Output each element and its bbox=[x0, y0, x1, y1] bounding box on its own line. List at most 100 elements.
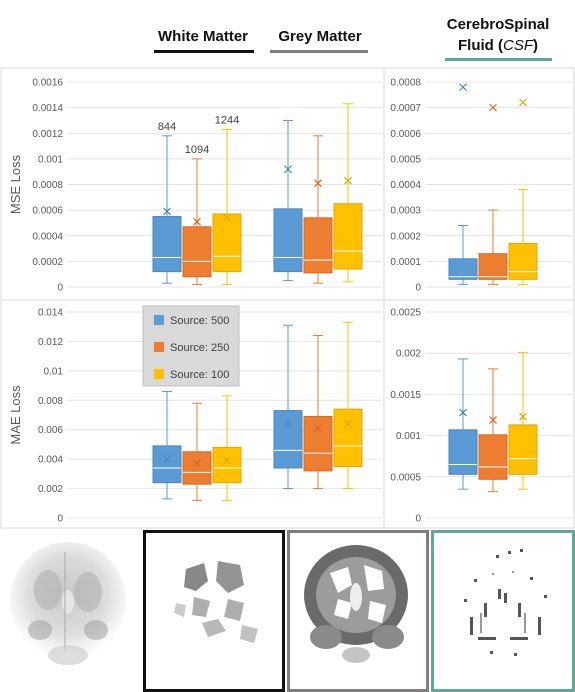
mean-marker bbox=[489, 103, 497, 112]
data-label: 1244 bbox=[215, 114, 239, 126]
y-tick-label: 0 bbox=[57, 514, 63, 525]
mean-marker bbox=[489, 416, 497, 424]
y-tick-label: 0 bbox=[415, 283, 421, 294]
mean-marker bbox=[344, 419, 352, 428]
header-csf-line2: Fluid (CSF) bbox=[458, 37, 538, 54]
y-tick-label: 0.0003 bbox=[390, 206, 421, 217]
legend-label: Source: 250 bbox=[170, 342, 229, 354]
y-tick-label: 0.0004 bbox=[32, 231, 63, 242]
mean-marker bbox=[163, 455, 171, 464]
box-source-100 bbox=[333, 103, 363, 283]
header-white-matter: White Matter bbox=[148, 28, 258, 45]
mean-marker bbox=[344, 176, 352, 185]
box-iqr bbox=[152, 216, 182, 273]
box-iqr bbox=[212, 213, 242, 273]
y-axis-label: MSE Loss bbox=[8, 154, 23, 214]
box-iqr bbox=[448, 258, 478, 280]
y-tick-label: 0.0002 bbox=[390, 231, 421, 242]
chart-mae_csf: 0 0.0005 0.001 0.0015 0.002 0.0025 bbox=[390, 308, 572, 525]
mean-marker bbox=[193, 217, 201, 226]
y-tick-label: 0.006 bbox=[38, 425, 63, 436]
legend-label: Source: 500 bbox=[170, 315, 229, 327]
y-tick-label: 0.004 bbox=[38, 455, 63, 466]
mean-marker bbox=[223, 213, 231, 222]
white-matter-mask bbox=[143, 530, 285, 692]
header-white-matter-underline bbox=[154, 50, 254, 53]
brain-image bbox=[10, 542, 126, 665]
white-matter-image bbox=[174, 561, 258, 643]
grey-matter-image bbox=[304, 545, 408, 663]
box-source-100 bbox=[508, 98, 538, 285]
header-csf-abbr: CSF bbox=[503, 37, 533, 54]
mean-marker bbox=[284, 165, 292, 174]
legend-swatch bbox=[154, 369, 164, 379]
legend-swatch bbox=[154, 342, 164, 352]
mean-marker bbox=[519, 412, 527, 421]
box-iqr bbox=[508, 242, 538, 280]
box-source-500 bbox=[448, 358, 478, 490]
y-tick-label: 0 bbox=[57, 283, 63, 294]
header-csf: CerebroSpinal Fluid (CSF) bbox=[428, 14, 568, 56]
legend: Source: 500 Source: 250 Source: 100 bbox=[142, 305, 240, 387]
panel-mae-csf bbox=[383, 299, 575, 529]
box-iqr bbox=[478, 253, 508, 280]
y-tick-label: 0.002 bbox=[38, 484, 63, 495]
box-source-250: 1094 bbox=[182, 144, 212, 285]
box-source-500 bbox=[273, 324, 303, 490]
y-tick-label: 0 bbox=[415, 514, 421, 525]
box-source-100 bbox=[333, 321, 363, 490]
box-source-500: 844 bbox=[152, 121, 182, 284]
y-tick-label: 0.0025 bbox=[390, 308, 421, 319]
mean-marker bbox=[314, 179, 322, 188]
csf-mask bbox=[431, 530, 575, 692]
box-iqr bbox=[448, 429, 478, 475]
y-tick-label: 0.001 bbox=[396, 431, 421, 442]
box-iqr bbox=[212, 446, 242, 484]
mean-marker bbox=[193, 459, 201, 468]
mean-marker bbox=[223, 456, 231, 465]
y-tick-label: 0.0008 bbox=[32, 180, 63, 191]
box-source-500 bbox=[448, 83, 478, 285]
legend-swatch bbox=[154, 315, 164, 325]
data-label: 844 bbox=[158, 121, 176, 133]
header-grey-matter: Grey Matter bbox=[265, 28, 375, 45]
box-iqr bbox=[303, 217, 333, 274]
box-iqr bbox=[333, 203, 363, 270]
y-tick-label: 0.014 bbox=[38, 308, 63, 319]
chart-mse_wm_gm: 0 0.0002 0.0004 0.0006 0.0008 0.001 0.0012 0.00… bbox=[8, 78, 382, 294]
legend-label: Source: 100 bbox=[170, 369, 229, 381]
y-axis-label: MAE Loss bbox=[8, 385, 23, 445]
y-tick-label: 0.0006 bbox=[390, 129, 421, 140]
mean-marker bbox=[519, 98, 527, 107]
y-tick-label: 0.0005 bbox=[390, 472, 421, 483]
chart-mae_wm_gm: 0 0.002 0.004 0.006 0.008 0.01 0.012 0.014 MAE L… bbox=[8, 308, 382, 525]
box-source-500 bbox=[273, 119, 303, 282]
box-source-100 bbox=[212, 395, 242, 501]
y-tick-label: 0.0005 bbox=[390, 154, 421, 165]
header-grey-matter-label: Grey Matter bbox=[278, 28, 362, 45]
chart-mse_csf: 0 0.0001 0.0002 0.0003 0.0004 0.0005 0.0006 0.0… bbox=[390, 78, 572, 294]
y-tick-label: 0.0014 bbox=[32, 103, 63, 114]
box-iqr bbox=[273, 410, 303, 469]
y-tick-label: 0.0015 bbox=[390, 390, 421, 401]
box-source-250 bbox=[478, 368, 508, 493]
header-grey-matter-underline bbox=[270, 50, 368, 53]
box-iqr bbox=[478, 434, 508, 480]
y-tick-label: 0.0004 bbox=[390, 180, 421, 191]
y-tick-label: 0.0012 bbox=[32, 129, 63, 140]
box-iqr bbox=[303, 415, 333, 472]
y-tick-label: 0.0001 bbox=[390, 257, 421, 268]
box-source-100: 1244 bbox=[212, 114, 242, 285]
grey-matter-mask bbox=[287, 530, 429, 692]
header-csf-fluid: Fluid bbox=[458, 37, 494, 54]
box-source-250 bbox=[303, 135, 333, 284]
y-tick-label: 0.012 bbox=[38, 337, 63, 348]
header-csf-underline bbox=[445, 58, 552, 61]
box-iqr bbox=[182, 451, 212, 485]
data-label: 1094 bbox=[185, 144, 209, 156]
box-iqr bbox=[333, 408, 363, 468]
box-source-500 bbox=[152, 390, 182, 500]
y-tick-label: 0.0008 bbox=[390, 78, 421, 89]
box-iqr bbox=[508, 424, 538, 475]
mean-marker bbox=[163, 207, 171, 216]
